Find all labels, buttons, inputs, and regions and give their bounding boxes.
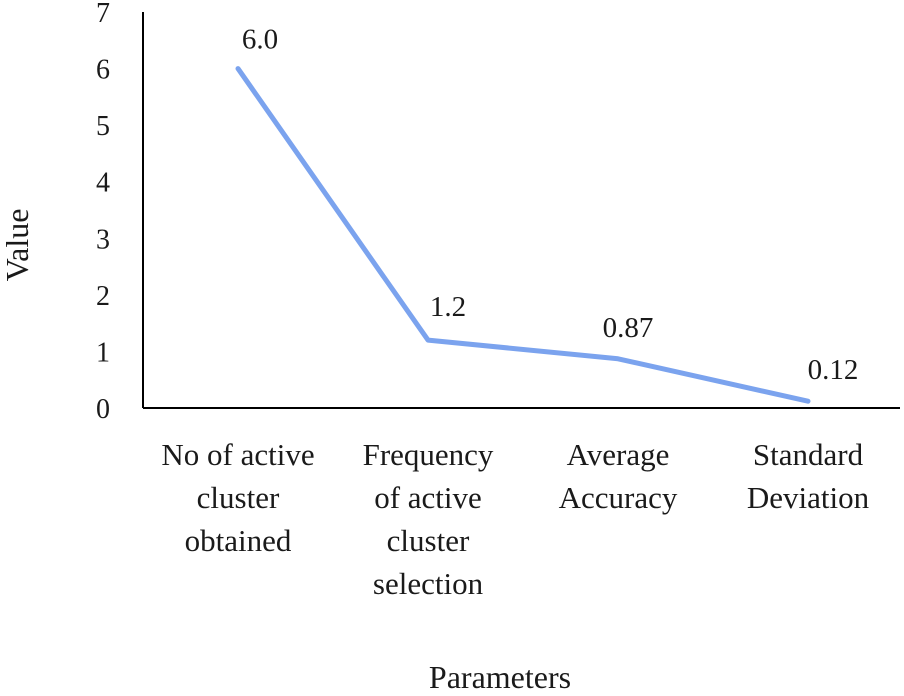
y-tick-label: 7 — [96, 0, 110, 29]
x-tick-label-line: No of active — [161, 437, 314, 472]
y-tick-label: 2 — [96, 281, 110, 312]
y-axis-title: Value — [0, 209, 35, 282]
x-tick-label: Average Accuracy — [559, 437, 678, 515]
y-tick-label: 1 — [96, 337, 110, 368]
x-tick-label: Frequency of active cluster selection — [363, 437, 494, 601]
series-line — [235, 66, 811, 404]
data-label: 0.87 — [603, 312, 654, 344]
y-tick-label: 6 — [96, 55, 110, 86]
x-axis-title: Parameters — [429, 659, 571, 695]
data-label: 1.2 — [430, 291, 466, 323]
chart-axes — [142, 12, 900, 409]
y-tick-label: 5 — [96, 111, 110, 142]
y-tick-labels: 0 1 2 3 4 5 6 7 — [96, 0, 110, 425]
x-tick-label-line: obtained — [185, 523, 292, 558]
x-tick-label-line: Accuracy — [559, 480, 678, 515]
y-tick-label: 0 — [96, 394, 110, 425]
data-labels: 6.0 1.2 0.87 0.12 — [242, 24, 859, 387]
x-tick-label-line: Average — [567, 437, 670, 472]
series-group — [235, 66, 811, 404]
x-tick-label: No of active cluster obtained — [161, 437, 314, 558]
x-tick-label-line: Frequency — [363, 437, 494, 472]
y-tick-label: 4 — [96, 168, 110, 199]
x-tick-label-line: selection — [373, 566, 484, 601]
x-tick-label: Standard Deviation — [747, 437, 870, 515]
y-tick-label: 3 — [96, 224, 110, 255]
data-label: 6.0 — [242, 24, 278, 56]
x-tick-label-line: cluster — [197, 480, 280, 515]
x-tick-labels: No of active cluster obtained Frequency of a… — [161, 437, 869, 601]
x-tick-label-line: of active — [374, 480, 482, 515]
x-tick-label-line: Standard — [753, 437, 864, 472]
data-label: 0.12 — [808, 354, 859, 386]
x-tick-label-line: Deviation — [747, 480, 870, 515]
x-tick-label-line: cluster — [387, 523, 470, 558]
